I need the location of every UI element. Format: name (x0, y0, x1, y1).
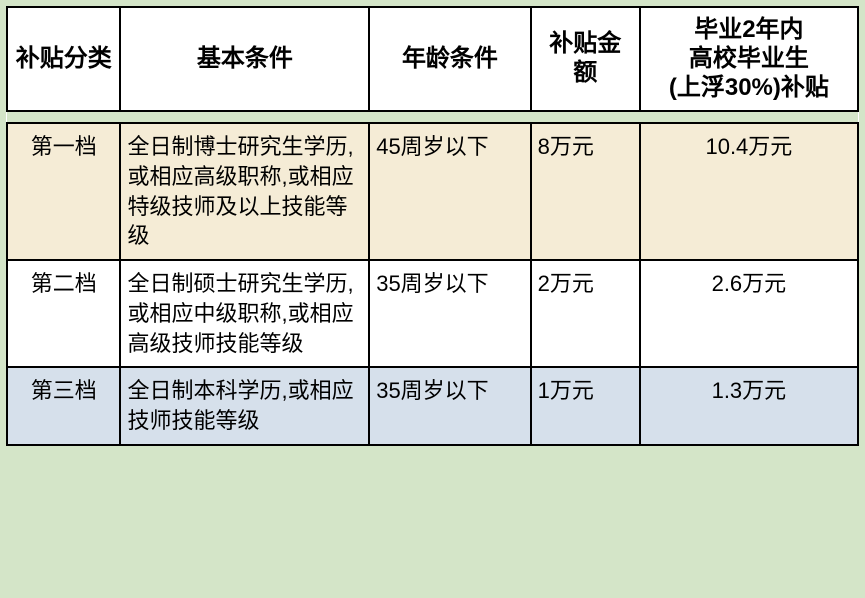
cell-bonus: 2.6万元 (640, 260, 858, 367)
cell-basic: 全日制硕士研究生学历,或相应中级职称,或相应高级技师技能等级 (120, 260, 369, 367)
cell-bonus: 1.3万元 (640, 367, 858, 444)
cell-amount: 2万元 (531, 260, 640, 367)
col-header-text-line2: 高校毕业生 (647, 45, 851, 74)
table-row: 第二档 全日制硕士研究生学历,或相应中级职称,或相应高级技师技能等级 35周岁以… (7, 260, 858, 367)
cell-basic: 全日制博士研究生学历,或相应高级职称,或相应特级技师及以上技能等级 (120, 123, 369, 260)
cell-age: 35周岁以下 (369, 260, 530, 367)
table-wrapper: 补贴分类 基本条件 年龄条件 补贴金额 毕业2年内 高校毕业生 (上浮30%)补… (0, 0, 865, 452)
cell-amount: 1万元 (531, 367, 640, 444)
col-header-basic: 基本条件 (120, 7, 369, 111)
table-row: 第一档 全日制博士研究生学历,或相应高级职称,或相应特级技师及以上技能等级 45… (7, 123, 858, 260)
col-header-text: 补贴分类 (16, 45, 112, 72)
cell-category: 第三档 (7, 367, 120, 444)
cell-basic: 全日制本科学历,或相应技师技能等级 (120, 367, 369, 444)
cell-age: 45周岁以下 (369, 123, 530, 260)
col-header-bonus: 毕业2年内 高校毕业生 (上浮30%)补贴 (640, 7, 858, 111)
cell-category: 第二档 (7, 260, 120, 367)
col-header-text: 补贴金额 (549, 30, 621, 86)
subsidy-table: 补贴分类 基本条件 年龄条件 补贴金额 毕业2年内 高校毕业生 (上浮30%)补… (6, 6, 859, 446)
cell-bonus: 10.4万元 (640, 123, 858, 260)
col-header-text: 年龄条件 (402, 45, 498, 72)
header-row: 补贴分类 基本条件 年龄条件 补贴金额 毕业2年内 高校毕业生 (上浮30%)补… (7, 7, 858, 111)
col-header-text-line3: (上浮30%)补贴 (647, 74, 851, 103)
col-header-age: 年龄条件 (369, 7, 530, 111)
cell-age: 35周岁以下 (369, 367, 530, 444)
col-header-amount: 补贴金额 (531, 7, 640, 111)
col-header-category: 补贴分类 (7, 7, 120, 111)
col-header-text: 基本条件 (197, 45, 293, 72)
spacer-row (7, 111, 858, 123)
col-header-text-line1: 毕业2年内 (647, 16, 851, 45)
table-row: 第三档 全日制本科学历,或相应技师技能等级 35周岁以下 1万元 1.3万元 (7, 367, 858, 444)
cell-amount: 8万元 (531, 123, 640, 260)
cell-category: 第一档 (7, 123, 120, 260)
